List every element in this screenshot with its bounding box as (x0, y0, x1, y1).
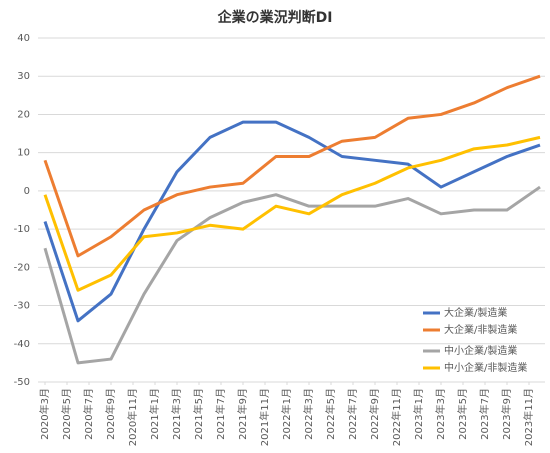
legend-label: 大企業/非製造業 (444, 323, 517, 336)
series-line (43, 120, 541, 323)
y-tick-label: -20 (14, 262, 30, 273)
y-tick-label: 20 (17, 109, 30, 120)
x-tick-label: 2021年11月 (258, 388, 271, 446)
x-tick-label: 2022年9月 (368, 388, 381, 440)
x-tick-label: 2020年11月 (126, 388, 139, 446)
series-line (43, 135, 541, 292)
x-tick-label: 2022年11月 (390, 388, 403, 446)
x-tick-label: 2021年3月 (170, 388, 183, 440)
x-tick-label: 2020年5月 (60, 388, 73, 440)
series-line (43, 74, 541, 258)
x-tick-label: 2022年5月 (324, 388, 337, 440)
legend-label: 中小企業/非製造業 (444, 361, 527, 374)
x-tick-label: 2023年9月 (500, 388, 513, 440)
y-tick-label: 30 (17, 71, 30, 82)
y-tick-label: 0 (24, 186, 30, 197)
legend-label: 大企業/製造業 (444, 306, 507, 319)
series-line (43, 185, 541, 365)
x-tick-label: 2021年7月 (214, 388, 227, 440)
y-tick-label: -50 (14, 377, 30, 388)
x-tick-label: 2021年1月 (148, 388, 161, 440)
x-tick-label: 2023年11月 (522, 388, 535, 446)
x-tick-label: 2020年3月 (38, 388, 51, 440)
x-tick-label: 2023年5月 (456, 388, 469, 440)
x-tick-label: 2021年5月 (192, 388, 205, 440)
x-tick-label: 2023年3月 (434, 388, 447, 440)
x-tick-label: 2021年9月 (236, 388, 249, 440)
chart-title: 企業の業況判断DI (217, 9, 333, 26)
x-tick-label: 2022年3月 (302, 388, 315, 440)
x-tick-label: 2022年1月 (280, 388, 293, 440)
y-tick-label: -30 (14, 301, 30, 312)
x-tick-label: 2022年7月 (346, 388, 359, 440)
legend-label: 中小企業/製造業 (444, 344, 517, 357)
x-tick-label: 2023年7月 (478, 388, 491, 440)
y-tick-label: -10 (14, 224, 30, 235)
y-tick-label: -40 (14, 339, 30, 350)
x-tick-label: 2020年9月 (104, 388, 117, 440)
y-tick-label: 10 (17, 148, 30, 159)
x-tick-label: 2020年7月 (82, 388, 95, 440)
x-tick-label: 2023年1月 (412, 388, 425, 440)
y-tick-label: 40 (17, 33, 30, 44)
